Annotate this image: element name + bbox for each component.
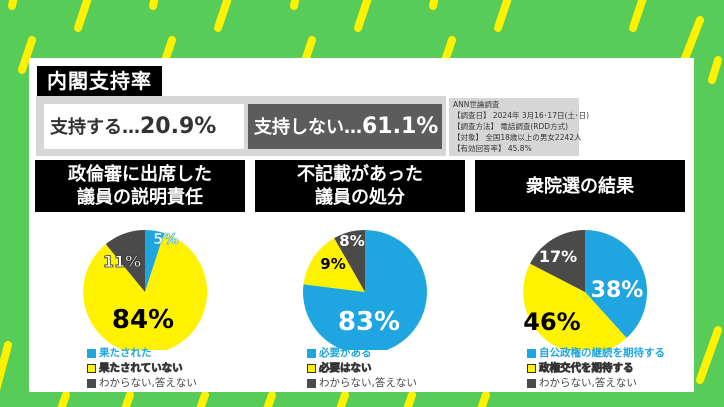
slice-label: 38% — [591, 278, 644, 303]
legend-label: 必要はない — [319, 362, 372, 375]
slice-label: 84% — [112, 305, 174, 335]
chart-title: 不記載があった 議員の処分 — [255, 160, 465, 212]
legend-label: わからない,答えない — [99, 377, 197, 389]
pie-chart: 17% 38% 46% — [523, 230, 648, 350]
legend-label: 政権交代を期待する — [539, 362, 634, 375]
legend-item: わからない,答えない — [87, 376, 197, 391]
legend-item: 政権交代を期待する — [527, 361, 665, 376]
square-icon — [87, 349, 96, 358]
approve-box: 支持する…20.9% — [44, 104, 244, 149]
chart-section-punishment: 不記載があった 議員の処分 8% 9% 83% 必要がある 必要はない わからな… — [255, 160, 465, 389]
approval-rating-row: 支持する…20.9% 支持しない…61.1% — [36, 96, 446, 156]
survey-info: ANN世論調査 【調査日】 2024年 3月16･17日(土･日) 【調査方法】… — [449, 98, 590, 156]
pie-chart: 8% 9% 83% — [303, 229, 428, 350]
chart-title-line2: 議員の処分 — [315, 187, 405, 208]
legend-label: わからない,答えない — [319, 377, 417, 389]
legend-item: 果たされた — [87, 346, 197, 361]
chart-title-line1: 不記載があった — [297, 164, 423, 185]
pie-chart: 5% 11% 84% — [83, 230, 208, 350]
legend-item: わからない,答えない — [527, 376, 665, 391]
square-icon — [87, 379, 96, 388]
square-icon — [527, 364, 536, 373]
survey-name: ANN世論調査 — [453, 100, 500, 109]
disapprove-label: 支持しない… — [254, 117, 362, 138]
chart-section-election: 衆院選の結果 17% 38% 46% 自公政権の継続を期待する 政権交代を期待す… — [475, 160, 685, 389]
chart-title: 政倫審に出席した 議員の説明責任 — [35, 160, 245, 212]
approve-label: 支持する… — [50, 117, 140, 138]
survey-date: 【調査日】 2024年 3月16･17日(土･日) — [453, 111, 590, 120]
disapprove-value: 61.1% — [362, 114, 439, 139]
disapprove-box: 支持しない…61.1% — [248, 104, 442, 149]
legend-label: 必要がある — [319, 347, 372, 359]
slice-label: 11% — [103, 252, 141, 271]
legend-item: 必要はない — [307, 361, 417, 376]
approve-value: 20.9% — [140, 114, 217, 139]
survey-method: 【調査方法】 電話調査(RDD方式) — [453, 122, 568, 131]
legend-label: わからない,答えない — [539, 377, 637, 389]
legend-label: 果たされていない — [99, 362, 183, 375]
square-icon — [307, 364, 316, 373]
square-icon — [527, 349, 536, 358]
content-panel: 内閣支持率 支持する…20.9% 支持しない…61.1% ANN世論調査 【調査… — [29, 58, 694, 392]
square-icon — [307, 379, 316, 388]
legend-label: 自公政権の継続を期待する — [539, 347, 665, 359]
slice-label: 5% — [153, 230, 178, 248]
slice-label: 83% — [338, 307, 400, 337]
chart-legend: 果たされた 果たされていない わからない,答えない — [87, 346, 197, 391]
square-icon — [527, 379, 536, 388]
legend-item: 自公政権の継続を期待する — [527, 346, 665, 361]
legend-label: 果たされた — [99, 347, 152, 359]
legend-item: 果たされていない — [87, 361, 197, 376]
chart-title-line1: 衆院選の結果 — [526, 175, 634, 197]
legend-item: わからない,答えない — [307, 376, 417, 391]
survey-target: 【対象】 全国18歳以上の男女2242人 — [453, 133, 582, 142]
slice-label: 9% — [320, 255, 345, 273]
slice-label: 17% — [539, 247, 577, 266]
chart-title-line2: 議員の説明責任 — [77, 187, 203, 208]
page-title: 内閣支持率 — [37, 66, 162, 96]
chart-legend: 必要がある 必要はない わからない,答えない — [307, 346, 417, 391]
square-icon — [87, 364, 96, 373]
chart-title: 衆院選の結果 — [475, 160, 685, 212]
slice-label: 8% — [339, 232, 364, 250]
slice-label: 46% — [523, 308, 580, 336]
chart-title-line1: 政倫審に出席した — [68, 164, 212, 185]
square-icon — [307, 349, 316, 358]
legend-item: 必要がある — [307, 346, 417, 361]
chart-legend: 自公政権の継続を期待する 政権交代を期待する わからない,答えない — [527, 346, 665, 391]
chart-section-accountability: 政倫審に出席した 議員の説明責任 5% 11% 84% 果たされた 果たされてい… — [35, 160, 245, 389]
survey-response-rate: 【有効回答率】 45.8% — [453, 144, 532, 153]
